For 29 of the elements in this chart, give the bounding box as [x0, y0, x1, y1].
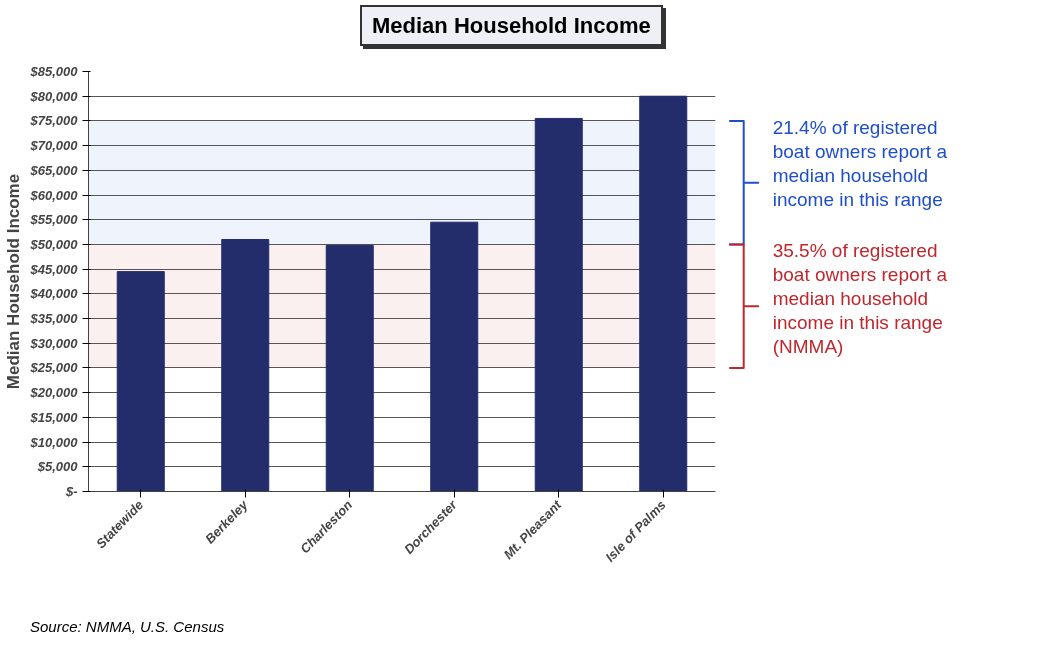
bar	[116, 271, 165, 492]
bar	[639, 96, 688, 492]
y-tick-label: $70,000	[29, 138, 79, 154]
y-tick-label: $45,000	[29, 262, 79, 278]
y-axis-title: Median Household Income	[3, 174, 23, 390]
y-tick-label: $20,000	[29, 385, 79, 401]
bar	[534, 118, 583, 492]
band-label: 21.4% of registered boat owners report a median household income in this range	[772, 117, 948, 211]
bar	[325, 245, 374, 492]
y-tick-label: $5,000	[36, 459, 79, 475]
y-tick-label: $25,000	[29, 360, 79, 376]
y-tick-label: $15,000	[29, 410, 79, 426]
y-tick-label: $85,000	[29, 64, 79, 80]
bar	[430, 222, 479, 492]
y-tick-label: $80,000	[29, 89, 79, 105]
y-tick-label: $10,000	[29, 435, 79, 451]
y-tick-label: $65,000	[29, 163, 79, 179]
y-tick-label: $55,000	[29, 212, 79, 228]
y-tick-label: $-	[64, 484, 78, 500]
y-tick-label: $60,000	[29, 187, 79, 203]
bar	[221, 239, 270, 492]
y-tick-label: $50,000	[29, 237, 79, 253]
y-tick-label: $35,000	[29, 311, 79, 327]
y-tick-label: $75,000	[29, 113, 79, 129]
chart-title: Median Household Income	[372, 12, 651, 40]
source-note: Source: NMMA, U.S. Census	[30, 617, 225, 638]
y-tick-label: $30,000	[29, 336, 79, 352]
y-tick-label: $40,000	[29, 286, 79, 302]
band-label: 35.5% of registered boat owners report a median household income in this range (NMMA)	[772, 240, 948, 358]
